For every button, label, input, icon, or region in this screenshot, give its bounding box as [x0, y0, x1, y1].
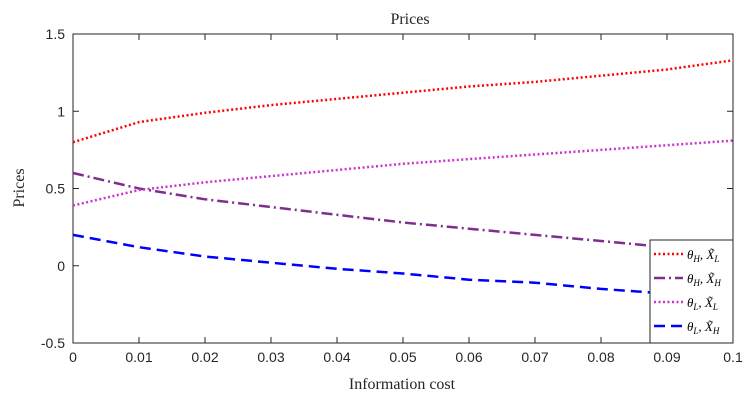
x-tick-label: 0.09	[653, 349, 680, 365]
x-tick-label: 0.06	[455, 349, 482, 365]
legend-label-1: θH, X̃L	[687, 247, 719, 264]
plot-area-frame	[72, 33, 734, 344]
x-tick-label: 0.08	[587, 349, 614, 365]
legend-label-3: θL, X̃L	[687, 295, 718, 312]
series-line-4	[72, 233, 734, 298]
x-tick-label: 0.1	[723, 349, 743, 365]
x-tick-label: 0	[69, 349, 77, 365]
x-tick-label: 0.02	[191, 349, 218, 365]
y-tick-label: -0.5	[41, 335, 65, 351]
chart-title: Prices	[390, 11, 429, 28]
legend-label-2: θH, X̃H	[687, 271, 721, 288]
y-tick-label: 1.5	[46, 26, 66, 42]
series-line-2	[72, 171, 734, 254]
x-axis-label: Information cost	[349, 376, 456, 393]
x-tick-label: 0.05	[389, 349, 416, 365]
y-tick-label: 0	[57, 258, 65, 274]
y-tick-label: 0.5	[46, 181, 66, 197]
series-line-3	[72, 139, 734, 207]
legend-label-4: θL, X̃H	[687, 319, 720, 336]
x-tick-label: 0.04	[323, 349, 350, 365]
x-tick-label: 0.03	[257, 349, 284, 365]
y-tick-label: 1	[57, 103, 65, 119]
series-line-1	[72, 59, 734, 144]
x-tick-label: 0.01	[125, 349, 152, 365]
x-tick-label: 0.07	[521, 349, 548, 365]
y-axis-label: Prices	[11, 168, 28, 207]
